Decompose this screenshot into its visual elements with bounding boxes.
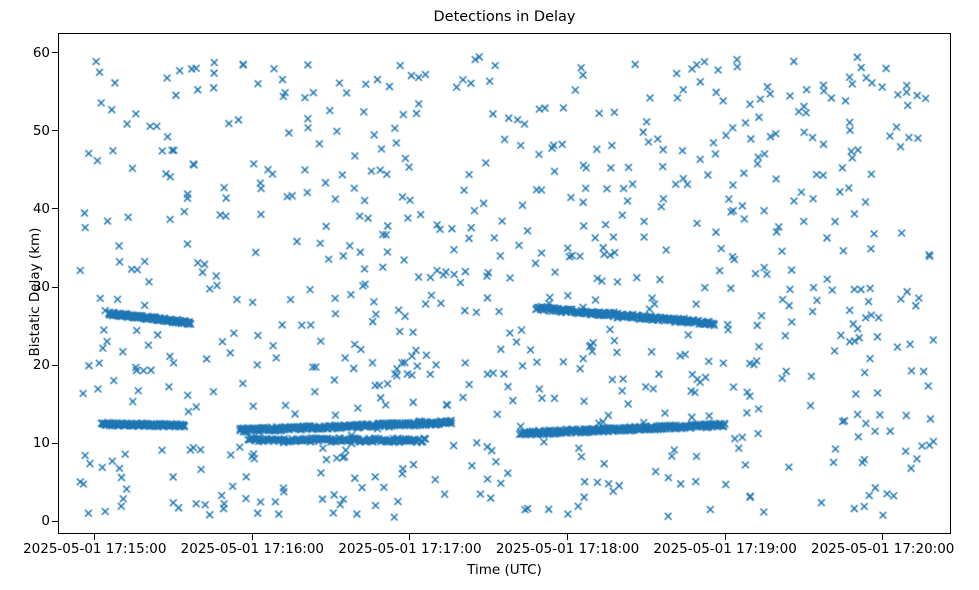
y-axis-label: Bistatic Delay (km) [27, 227, 43, 357]
plot-area [58, 33, 951, 534]
y-tick-label: 20 [32, 357, 50, 374]
y-tick-mark [52, 208, 58, 210]
x-tick-mark [409, 534, 411, 540]
x-tick-label: 2025-05-01 17:18:00 [495, 541, 640, 557]
y-tick-mark [52, 442, 58, 444]
y-tick-mark [52, 520, 58, 523]
y-tick-label: 60 [32, 44, 50, 61]
x-tick-mark [251, 534, 253, 540]
y-tick-label: 50 [32, 122, 50, 139]
x-tick-label: 2025-05-01 17:19:00 [653, 541, 797, 557]
x-tick-label: 2025-05-01 17:17:00 [338, 541, 482, 557]
y-tick-label: 10 [32, 435, 50, 452]
y-axis-ticks: 0 10 20 30 40 50 60 [0, 0, 50, 590]
x-tick-mark [94, 534, 96, 540]
y-axis-label-wrap: Bistatic Delay (km) [0, 0, 43, 357]
y-tick-label: 40 [32, 200, 50, 217]
y-tick-mark [52, 286, 58, 288]
x-axis-label: Time (UTC) [467, 562, 542, 578]
y-tick-mark [52, 52, 58, 54]
page-title: Detections in Delay [433, 9, 576, 25]
y-tick-label: 0 [41, 513, 50, 530]
y-tick-mark [52, 364, 58, 366]
y-tick-mark [52, 130, 58, 132]
scatter-plot-canvas [59, 34, 950, 533]
x-tick-mark [882, 534, 884, 540]
x-tick-label: 2025-05-01 17:16:00 [180, 541, 325, 557]
x-tick-mark [724, 534, 726, 540]
x-tick-mark [566, 534, 569, 540]
x-tick-label: 2025-05-01 17:15:00 [23, 541, 167, 557]
y-tick-label: 30 [32, 279, 50, 296]
x-tick-label: 2025-05-01 17:20:00 [811, 541, 955, 557]
